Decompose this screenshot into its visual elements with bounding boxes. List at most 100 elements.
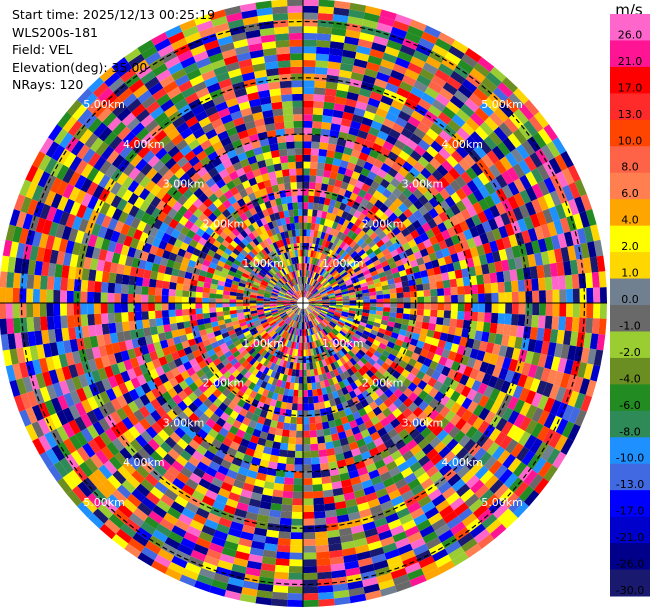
- radar-gate: [181, 86, 196, 99]
- radar-gate: [314, 524, 327, 533]
- radar-gate: [498, 345, 508, 358]
- radar-gate: [33, 316, 42, 332]
- radar-gate: [510, 442, 524, 458]
- radar-gate: [290, 66, 303, 74]
- radar-gate: [98, 126, 113, 142]
- radar-gate: [270, 296, 278, 299]
- radar-gate: [392, 408, 403, 419]
- radar-gate: [277, 319, 284, 326]
- radar-gate: [283, 324, 289, 331]
- radar-gate: [327, 241, 334, 250]
- radar-gate: [523, 155, 537, 172]
- radar-gate: [257, 131, 268, 141]
- radar-gate: [258, 507, 271, 517]
- radar-gate: [330, 563, 346, 572]
- radar-gate: [410, 303, 418, 309]
- radar-gate: [334, 254, 341, 262]
- radar-gate: [336, 277, 344, 284]
- radar-gate: [407, 382, 418, 393]
- radar-gate: [277, 414, 286, 423]
- radar-gate: [298, 322, 301, 330]
- radar-gate: [211, 58, 226, 70]
- radar-gate: [168, 288, 176, 297]
- radar-gate: [166, 185, 178, 197]
- radar-gate: [81, 268, 90, 281]
- radar-gate: [256, 83, 270, 92]
- radar-gate: [306, 284, 310, 292]
- radar-gate: [256, 355, 264, 363]
- radar-gate: [261, 279, 269, 285]
- radar-gate: [305, 349, 309, 357]
- radar-gate: [276, 135, 287, 144]
- radar-gate: [314, 273, 320, 281]
- radar-gate: [97, 107, 112, 123]
- radar-gate: [248, 215, 256, 225]
- radar-gate: [317, 19, 333, 28]
- radar-gate: [406, 155, 418, 167]
- radar-gate: [329, 331, 336, 338]
- radar-gate: [562, 404, 575, 422]
- radar-gate: [465, 135, 479, 150]
- radar-gate: [230, 283, 239, 290]
- radar-gate: [340, 416, 349, 425]
- radar-gate: [398, 360, 408, 369]
- radar-gate: [292, 320, 296, 328]
- radar-gate: [390, 418, 401, 429]
- radar-gate: [325, 441, 334, 450]
- radar-gate: [498, 102, 514, 118]
- radar-gate: [293, 478, 303, 486]
- radar-gate: [222, 174, 233, 185]
- radar-gate: [199, 413, 210, 424]
- radar-gate: [443, 124, 457, 138]
- radar-gate: [86, 181, 99, 196]
- radar-gate: [366, 386, 375, 396]
- radar-gate: [203, 39, 220, 51]
- radar-gate: [192, 233, 202, 243]
- radar-gate: [267, 283, 275, 288]
- radar-gate: [202, 388, 213, 399]
- radar-gate: [442, 317, 451, 327]
- radar-gate: [73, 290, 81, 303]
- radar-gate: [310, 443, 319, 452]
- radar-gate: [299, 329, 302, 337]
- radar-gate: [155, 523, 172, 537]
- radar-gate: [293, 484, 303, 492]
- radar-gate: [239, 407, 249, 417]
- radar-gate: [74, 189, 87, 205]
- radar-gate: [465, 338, 475, 349]
- radar-gate: [327, 392, 335, 401]
- radar-gate: [348, 587, 365, 597]
- radar-gate: [386, 341, 396, 349]
- radar-gate: [111, 385, 123, 398]
- radar-gate: [325, 156, 334, 165]
- radar-gate: [456, 344, 466, 356]
- radar-gate: [31, 168, 45, 185]
- radar-gate: [289, 288, 295, 294]
- radar-gate: [414, 320, 423, 329]
- radar-gate: [168, 295, 176, 303]
- radar-gate: [332, 229, 340, 238]
- radar-gate: [175, 139, 189, 151]
- radar-gate: [339, 357, 347, 365]
- radar-gate: [353, 266, 361, 273]
- radar-gate: [370, 214, 380, 224]
- radar-gate: [228, 231, 237, 241]
- radar-gate: [253, 69, 268, 79]
- radar-gate: [261, 172, 270, 182]
- radar-gate: [292, 498, 303, 506]
- radar-gate: [459, 220, 470, 232]
- radar-gate: [426, 448, 439, 461]
- radar-gate: [209, 9, 227, 21]
- radar-gate: [243, 370, 252, 380]
- radar-gate: [398, 346, 408, 355]
- radar-gate: [319, 456, 329, 464]
- radar-gate: [243, 330, 251, 337]
- radar-gate: [454, 327, 463, 337]
- radar-gate: [117, 503, 133, 519]
- radar-gate: [285, 409, 292, 417]
- radar-gate: [253, 319, 261, 325]
- radar-gate: [350, 381, 358, 391]
- radar-gate: [252, 360, 260, 369]
- radar-gate: [268, 516, 281, 525]
- radar-gate: [229, 303, 237, 307]
